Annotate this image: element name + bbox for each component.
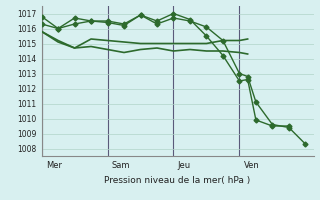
Text: Pression niveau de la mer( hPa ): Pression niveau de la mer( hPa ) (104, 176, 251, 184)
Text: Jeu: Jeu (178, 160, 191, 170)
Text: Sam: Sam (112, 160, 130, 170)
Text: Ven: Ven (244, 160, 259, 170)
Text: Mer: Mer (46, 160, 62, 170)
